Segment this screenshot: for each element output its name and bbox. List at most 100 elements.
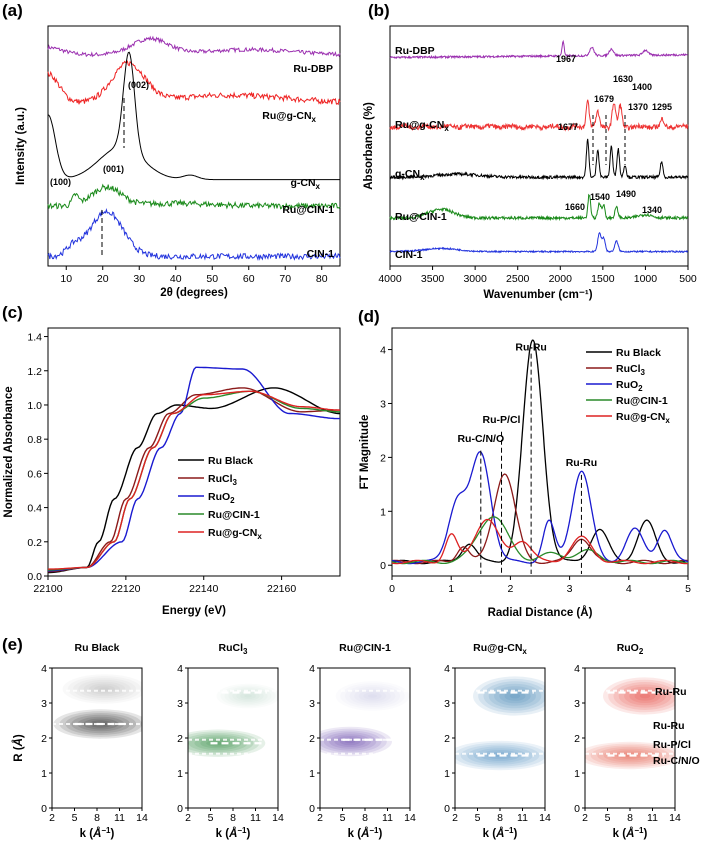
- panel-d-xtick-label: 4: [626, 583, 632, 595]
- panel-c-series-RuCl3: [48, 387, 340, 573]
- panel-e-ytick-label: 1: [574, 768, 580, 780]
- panel-a-curves: [47, 35, 341, 261]
- panel-b-ylabel: Absorbance (%): [363, 102, 375, 190]
- panel-e-contour-level: [329, 734, 371, 749]
- panel-e-ytick-label: 3: [177, 698, 183, 710]
- panel-b-label-ru-gcnx: Ru@g-CNx: [395, 119, 449, 133]
- panel-e-map-xlabel: k (Å−1): [216, 826, 251, 840]
- panel-a: (a) 10 20 30 40 50 60 70 80 2θ (degrees) Intens…: [2, 1, 341, 299]
- panel-e-ytick-label: 2: [177, 733, 183, 745]
- panel-e-contour-level: [320, 726, 392, 757]
- panel-c: (c) 22100 22120 22140 22160 0.0 0.2 0.4 0.6 0.8…: [2, 303, 341, 617]
- panel-e-ylabel: R (Å): [12, 734, 25, 762]
- panel-c-ytick-label: 0.0: [27, 571, 42, 583]
- panel-e-xtick-label: 5: [605, 812, 611, 824]
- panel-e-xtick-label: 14: [404, 812, 416, 824]
- panel-e-xtick-label: 2: [582, 812, 588, 824]
- panel-e-contour-level: [323, 732, 377, 751]
- panel-c-ytick-label: 1.2: [27, 366, 42, 378]
- panel-b-xtick-label: 2000: [549, 273, 573, 285]
- panel-e-ytick-label: 0: [309, 803, 315, 815]
- panel-d-ytick-label: 0: [380, 560, 386, 572]
- panel-c-series-Ru Black: [47, 387, 340, 574]
- panel-c-xtick-label: 22140: [189, 583, 218, 595]
- panel-e-contour-level: [368, 694, 377, 698]
- panel-e-ytick-label: 3: [41, 698, 47, 710]
- panel-c-legend: Ru Black RuCl3 RuO2 Ru@CIN-1 Ru@g-CNx: [178, 455, 262, 541]
- panel-a-xlabel: 2θ (degrees): [160, 287, 228, 299]
- panel-b-label-cin: CIN-1: [395, 249, 423, 261]
- panel-d-label: (d): [358, 307, 380, 326]
- panel-e-xtick-label: 8: [497, 812, 503, 824]
- panel-e-map-title: RuCl3: [219, 642, 249, 656]
- panel-e-xtick-label: 5: [340, 812, 346, 824]
- panel-c-ytick-label: 0.4: [27, 503, 42, 515]
- panel-a-xtick-label: 80: [316, 273, 328, 285]
- panel-e-ytick-label: 4: [444, 663, 450, 675]
- panel-e-map-title: Ru@CIN-1: [339, 642, 391, 654]
- panel-b-ann-1677: 1677: [558, 122, 578, 132]
- panel-d-xtick-label: 0: [389, 583, 395, 595]
- panel-e-ytick-label: 2: [444, 733, 450, 745]
- panel-a-label-ru-gcnx: Ru@g-CNx: [262, 110, 316, 124]
- panel-e-xtick-label: 11: [647, 812, 658, 824]
- panel-e-ytick-label: 3: [309, 698, 315, 710]
- panel-e-xtick-label: 11: [517, 812, 528, 824]
- panel-b-curves: [389, 39, 689, 254]
- panel-e-ytick-label: 4: [574, 663, 580, 675]
- panel-e-map-title: Ru@g-CNx: [473, 642, 527, 656]
- panel-e-map-xlabel: k (Å−1): [613, 826, 648, 840]
- panel-b-ann-1660: 1660: [565, 202, 585, 212]
- panel-d-legend-label: RuCl3: [616, 363, 646, 377]
- panel-b-frame: [389, 25, 689, 267]
- panel-e-xtick-label: 2: [49, 812, 55, 824]
- panel-c-xlabel: Energy (eV): [162, 605, 226, 617]
- panel-e-xtick-label: 14: [272, 812, 284, 824]
- panel-e-xtick-label: 8: [230, 812, 236, 824]
- panel-e-ytick-label: 4: [177, 663, 183, 675]
- panel-e-map-title: Ru Black: [75, 642, 120, 654]
- panel-b-ann-1340: 1340: [642, 205, 662, 215]
- panel-a-xtick-label: 10: [60, 273, 72, 285]
- panel-a-ann-100: (100): [50, 177, 71, 187]
- panel-e-ytick-label: 2: [574, 733, 580, 745]
- panel-b-series-Ru-DBP: [389, 39, 688, 60]
- panel-c-ytick-label: 0.2: [27, 537, 42, 549]
- panel-e-contour-level: [244, 695, 252, 698]
- panel-c-ylabel: Normalized Absorbance: [3, 386, 15, 517]
- panel-b: (b) 4000 3500 3000 2500 2000 1500 1000 500 Wave…: [363, 1, 697, 301]
- panel-e-ytick-label: 2: [41, 733, 47, 745]
- panel-b-label: (b): [368, 1, 390, 20]
- panel-c-legend-label: Ru@CIN-1: [208, 509, 260, 521]
- panel-e-label: (e): [2, 635, 23, 654]
- panel-d-ylabel: FT Magnitude: [359, 415, 371, 490]
- panel-e-contour-level: [603, 677, 675, 715]
- panel-c-yticks: 0.0 0.2 0.4 0.6 0.8 1.0 1.2 1.4: [27, 332, 48, 583]
- panel-c-series-Ru@g-CNx: [47, 390, 340, 570]
- panel-b-ann-1540: 1540: [590, 192, 610, 202]
- panel-e-xtick-label: 8: [627, 812, 633, 824]
- panel-b-label-ru-cin: Ru@CIN-1: [395, 211, 447, 223]
- panel-e-xtick-label: 5: [475, 812, 481, 824]
- panel-d-xtick-label: 5: [685, 583, 691, 595]
- panel-a-series-Ru@g-CNx: [47, 60, 341, 106]
- panel-d-annotation: Ru-P/Cl: [483, 414, 521, 426]
- panel-e-map-xlabel: k (Å−1): [348, 826, 383, 840]
- panel-e-right-label-2: Ru-P/Cl: [653, 739, 691, 751]
- panel-b-ann-1679: 1679: [594, 94, 614, 104]
- panel-a-xtick-label: 30: [133, 273, 145, 285]
- panel-c-legend-label: RuO2: [208, 491, 235, 505]
- panel-e-ytick-label: 1: [444, 768, 450, 780]
- panel-a-xtick-label: 50: [206, 273, 218, 285]
- panel-d-frame: [391, 327, 689, 577]
- panel-e-map-title: RuO2: [617, 642, 644, 656]
- panel-a-label-ru-cin: Ru@CIN-1: [282, 204, 334, 216]
- panel-b-ann-1630: 1630: [613, 74, 633, 84]
- panel-e-xtick-label: 11: [250, 812, 261, 824]
- panel-e-xtick-label: 2: [452, 812, 458, 824]
- panel-e-xtick-label: 11: [114, 812, 125, 824]
- panel-d-yticks: 0 1 2 3 4: [380, 345, 392, 572]
- panel-e-contour-level: [509, 693, 521, 699]
- panel-e-xtick-label: 5: [208, 812, 214, 824]
